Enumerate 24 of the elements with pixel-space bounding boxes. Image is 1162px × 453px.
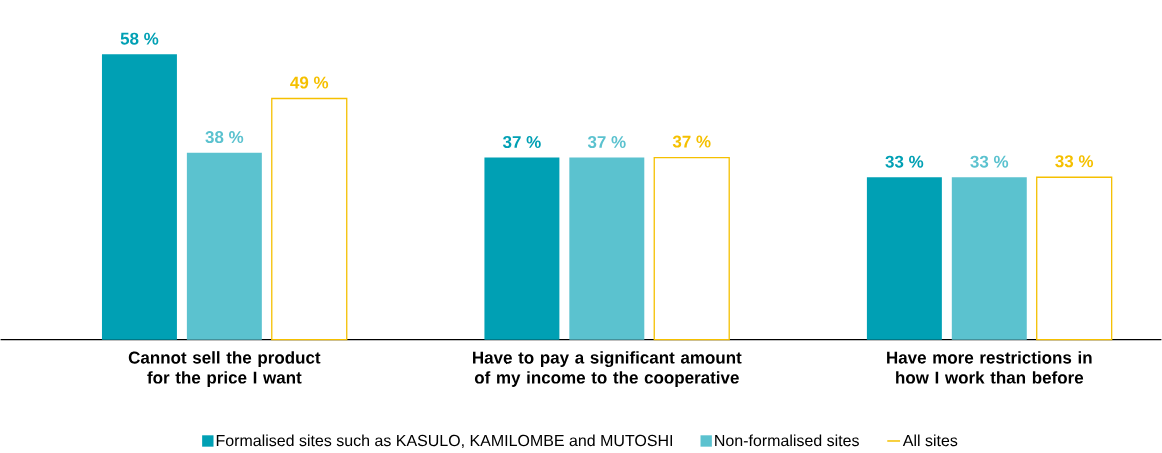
bar <box>951 177 1027 340</box>
data-label: 37 % <box>587 136 626 149</box>
data-label: 33 % <box>885 155 924 168</box>
bar <box>653 157 730 341</box>
bar <box>101 54 177 340</box>
data-label: 33 % <box>970 155 1009 168</box>
bar <box>569 157 645 340</box>
bar <box>271 98 348 341</box>
x-tick-label: Cannot sell the product for the price I want <box>128 351 321 388</box>
x-tick-label: Have more restrictions in how I work than before <box>887 351 1092 384</box>
data-label: 58 % <box>120 32 159 45</box>
legend-label: Non-formalised sites <box>715 434 859 447</box>
legend-label: All sites <box>902 434 958 447</box>
x-tick-label: Have to pay a significant amount of my income to the cooperative <box>473 351 742 388</box>
data-label: 38 % <box>205 131 244 144</box>
bar <box>1036 176 1113 341</box>
data-label: 37 % <box>502 136 541 149</box>
data-label: 33 % <box>1055 155 1094 168</box>
data-label: 37 % <box>672 135 711 148</box>
legend-label: Formalised sites such as KASULO, KAMILOMBE and MUTOSHI <box>216 434 673 449</box>
bar <box>186 152 262 340</box>
data-label: 49 % <box>290 76 329 89</box>
bar <box>484 157 560 340</box>
bar <box>866 177 942 340</box>
